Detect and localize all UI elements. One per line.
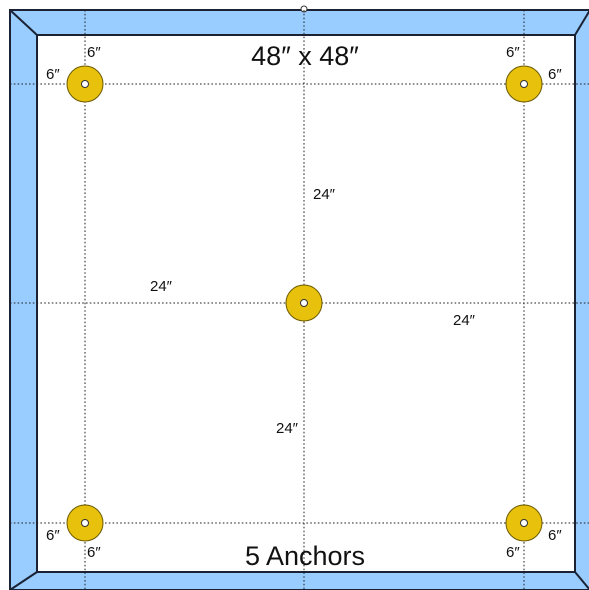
frame-miter-bl [9,571,38,590]
anchor-hole [520,519,528,527]
anchor-count-label: 5 Anchors [245,541,365,571]
offset-label-top-right-vertical: 6″ [506,44,520,61]
anchor-hole [81,80,89,88]
offset-label-top-left-horizontal: 6″ [46,66,60,83]
offset-label-top-right-horizontal: 6″ [548,66,562,83]
offset-label-top-left-vertical: 6″ [87,44,101,61]
frame-top-marker [300,5,308,13]
center-dimension-right: 24″ [453,312,476,329]
anchor-bottom-right [505,504,543,542]
offset-label-bottom-left-vertical: 6″ [87,544,101,561]
anchor-bottom-left [66,504,104,542]
frame-right [575,11,589,589]
frame-miter-tl [9,9,38,36]
panel-size-label: 48″ x 48″ [251,41,359,71]
offset-label-bottom-right-vertical: 6″ [506,544,520,561]
anchor-hole [300,299,308,307]
anchor-hole [81,519,89,527]
frame-top [10,10,589,35]
frame-outer-edge [9,9,589,590]
center-dimension-left: 24″ [150,278,173,295]
anchor-center [285,284,323,322]
anchor-top-right [505,65,543,103]
center-dimension-bottom: 24″ [276,420,299,437]
anchor-top-left [66,65,104,103]
offset-label-bottom-right-horizontal: 6″ [548,527,562,544]
center-dimension-top: 24″ [313,186,336,203]
frame-miter-tr [574,9,589,36]
frame-bottom [10,572,589,590]
anchor-hole [520,80,528,88]
frame-miter-br [574,571,589,590]
frame-left [10,10,37,590]
offset-label-bottom-left-horizontal: 6″ [46,527,60,544]
